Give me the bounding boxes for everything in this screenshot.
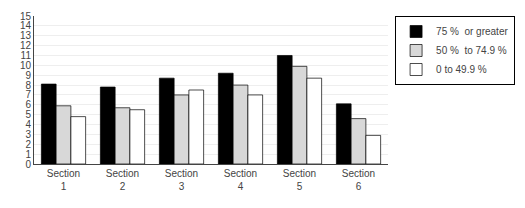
- svg-text:6: 6: [25, 99, 31, 110]
- svg-text:9: 9: [25, 70, 31, 81]
- svg-text:15: 15: [20, 11, 32, 22]
- svg-text:11: 11: [21, 50, 32, 61]
- svg-text:12: 12: [20, 40, 32, 51]
- svg-text:3: 3: [25, 129, 31, 140]
- svg-text:4: 4: [25, 119, 31, 130]
- svg-text:Section6: Section6: [342, 168, 375, 192]
- svg-text:7: 7: [25, 89, 31, 100]
- svg-text:13: 13: [20, 30, 32, 41]
- svg-text:14: 14: [20, 20, 32, 31]
- svg-text:0 to 49.9 %: 0 to 49.9 %: [436, 64, 487, 75]
- svg-text:Section4: Section4: [224, 168, 257, 192]
- svg-text:Section2: Section2: [106, 168, 139, 192]
- svg-text:1: 1: [25, 149, 31, 160]
- svg-text:50 % to 74.9 %: 50 % to 74.9 %: [436, 45, 507, 56]
- svg-text:10: 10: [20, 60, 32, 71]
- svg-text:Section1: Section1: [47, 168, 80, 192]
- svg-text:0: 0: [25, 159, 31, 170]
- svg-text:75 % or greater: 75 % or greater: [436, 26, 508, 37]
- svg-text:Section3: Section3: [165, 168, 198, 192]
- svg-text:2: 2: [25, 139, 31, 150]
- svg-text:5: 5: [25, 109, 31, 120]
- svg-text:Section5: Section5: [283, 168, 316, 192]
- svg-text:8: 8: [25, 80, 31, 91]
